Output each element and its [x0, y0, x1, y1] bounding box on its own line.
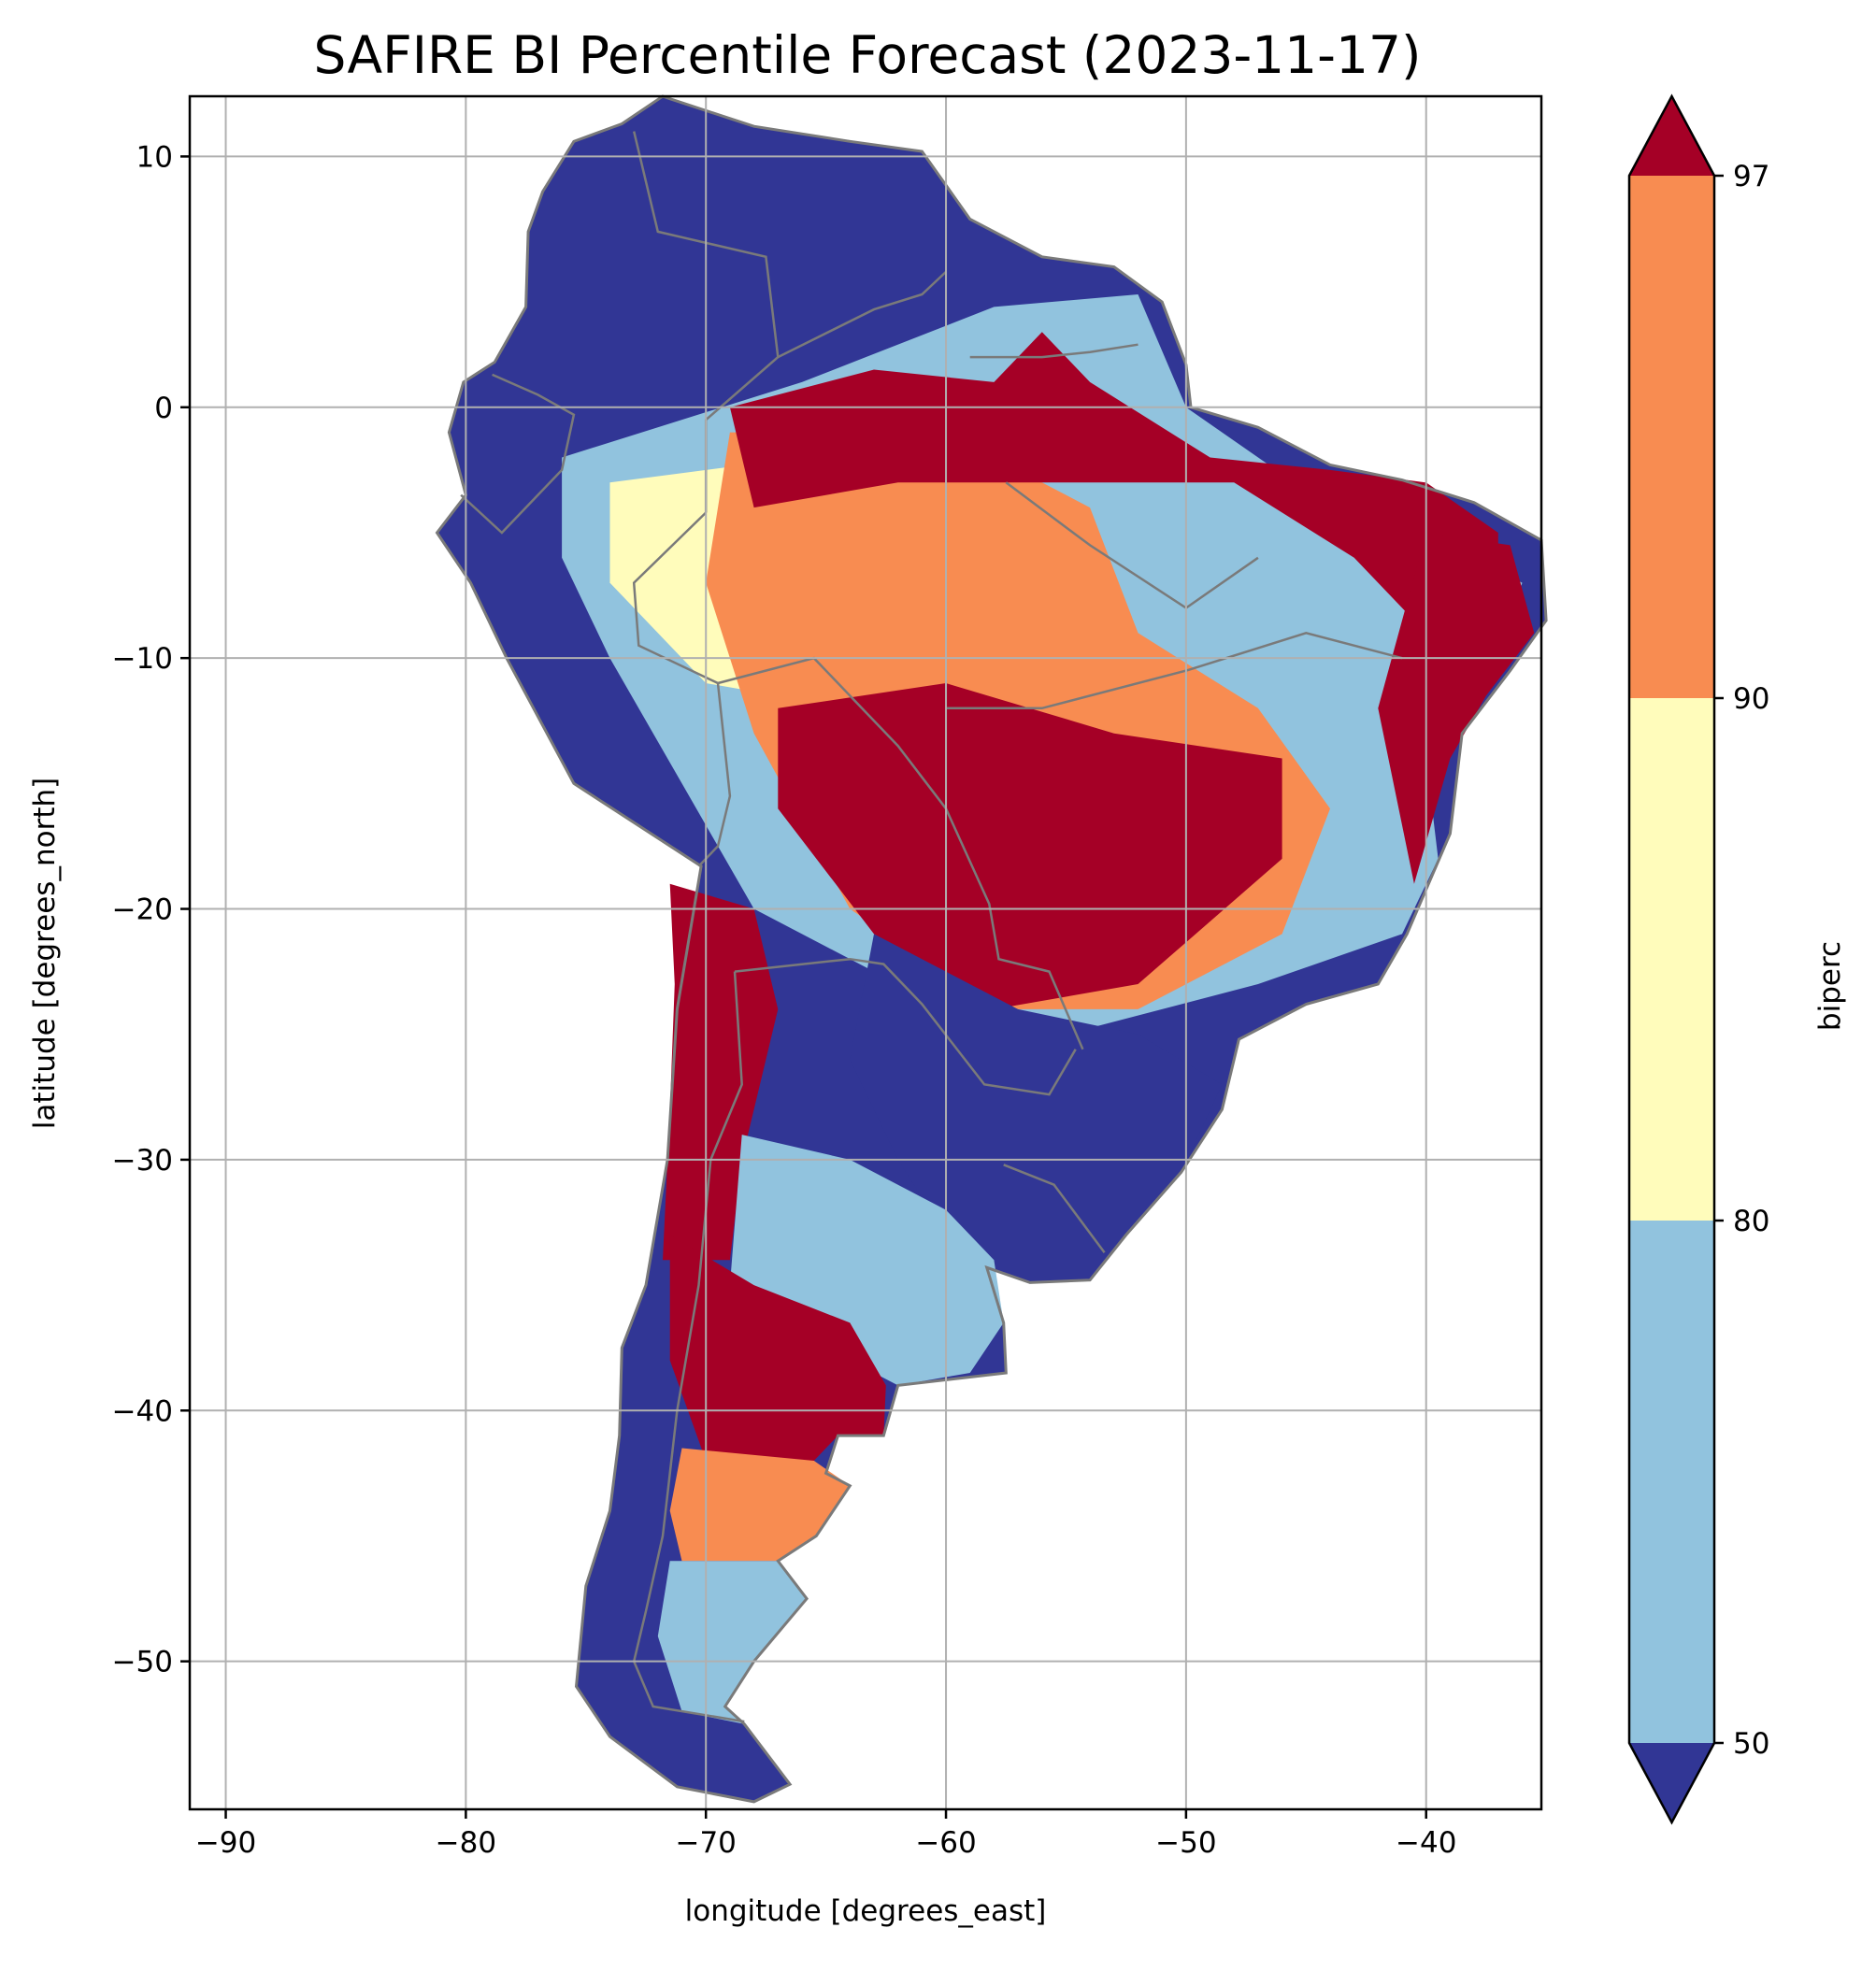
colorbar-band [1629, 698, 1714, 1221]
colorbar-tick-label: 90 [1733, 682, 1769, 716]
colorbar-extend-top [1629, 96, 1714, 176]
y-tick-label: −20 [112, 893, 173, 927]
map-plot-area [188, 94, 1548, 1811]
y-tick-label: 10 [136, 140, 173, 174]
colorbar-label: biperc [1813, 941, 1847, 1031]
country-border [717, 656, 1084, 1050]
x-tick-label: −70 [675, 1826, 736, 1860]
y-tick-label: −10 [112, 642, 173, 676]
colorbar-tick-label: 97 [1733, 160, 1769, 193]
x-tick-label: −50 [1155, 1826, 1216, 1860]
x-axis: −90 −80 −70 −60 −50 −40 [195, 1809, 1456, 1860]
colorbar-tick-label: 80 [1733, 1205, 1769, 1238]
y-tick-label: 0 [154, 392, 173, 425]
colorbar-extend-bottom [1629, 1743, 1714, 1822]
zone-central-argentina-extreme [669, 1235, 886, 1461]
x-tick-label: −80 [436, 1826, 496, 1860]
zone-central-extreme [778, 683, 1282, 1009]
x-tick-label: −60 [915, 1826, 976, 1860]
x-axis-label: longitude [degrees_east] [685, 1894, 1047, 1928]
y-axis-label: latitude [degrees_north] [28, 778, 62, 1129]
colorbar-band [1629, 176, 1714, 698]
x-tick-label: −40 [1396, 1826, 1456, 1860]
country-border [734, 957, 1077, 1096]
y-tick-label: −30 [112, 1144, 173, 1178]
zone-south-low [850, 934, 1223, 1283]
country-border [969, 343, 1138, 359]
colorbar-band [1629, 1221, 1714, 1743]
zone-patagonia-moderate [657, 1561, 808, 1724]
gridlines [190, 96, 1541, 1809]
country-border [632, 971, 745, 1723]
country-border [1003, 1164, 1106, 1253]
plot-frame [188, 94, 1543, 1811]
country-border [460, 373, 576, 535]
y-tick-label: −40 [112, 1394, 173, 1428]
colorbar-tick-label: 50 [1733, 1727, 1769, 1761]
coastline [435, 94, 1548, 1804]
zone-north-patagonia-very-high [669, 1448, 851, 1562]
y-axis: 10 0 −10 −20 −30 −40 −50 [112, 140, 190, 1679]
y-tick-label: −50 [112, 1646, 173, 1679]
map-landmass [435, 94, 1548, 1804]
x-tick-label: −90 [195, 1826, 256, 1860]
zone-northeast-extreme [1378, 533, 1535, 884]
country-border [1005, 481, 1259, 610]
country-border [777, 270, 947, 359]
colorbar: 50 80 90 97 [1627, 93, 1769, 1825]
chart-title: SAFIRE BI Percentile Forecast (2023-11-1… [314, 25, 1422, 85]
zone-andes-extreme [663, 883, 779, 1261]
